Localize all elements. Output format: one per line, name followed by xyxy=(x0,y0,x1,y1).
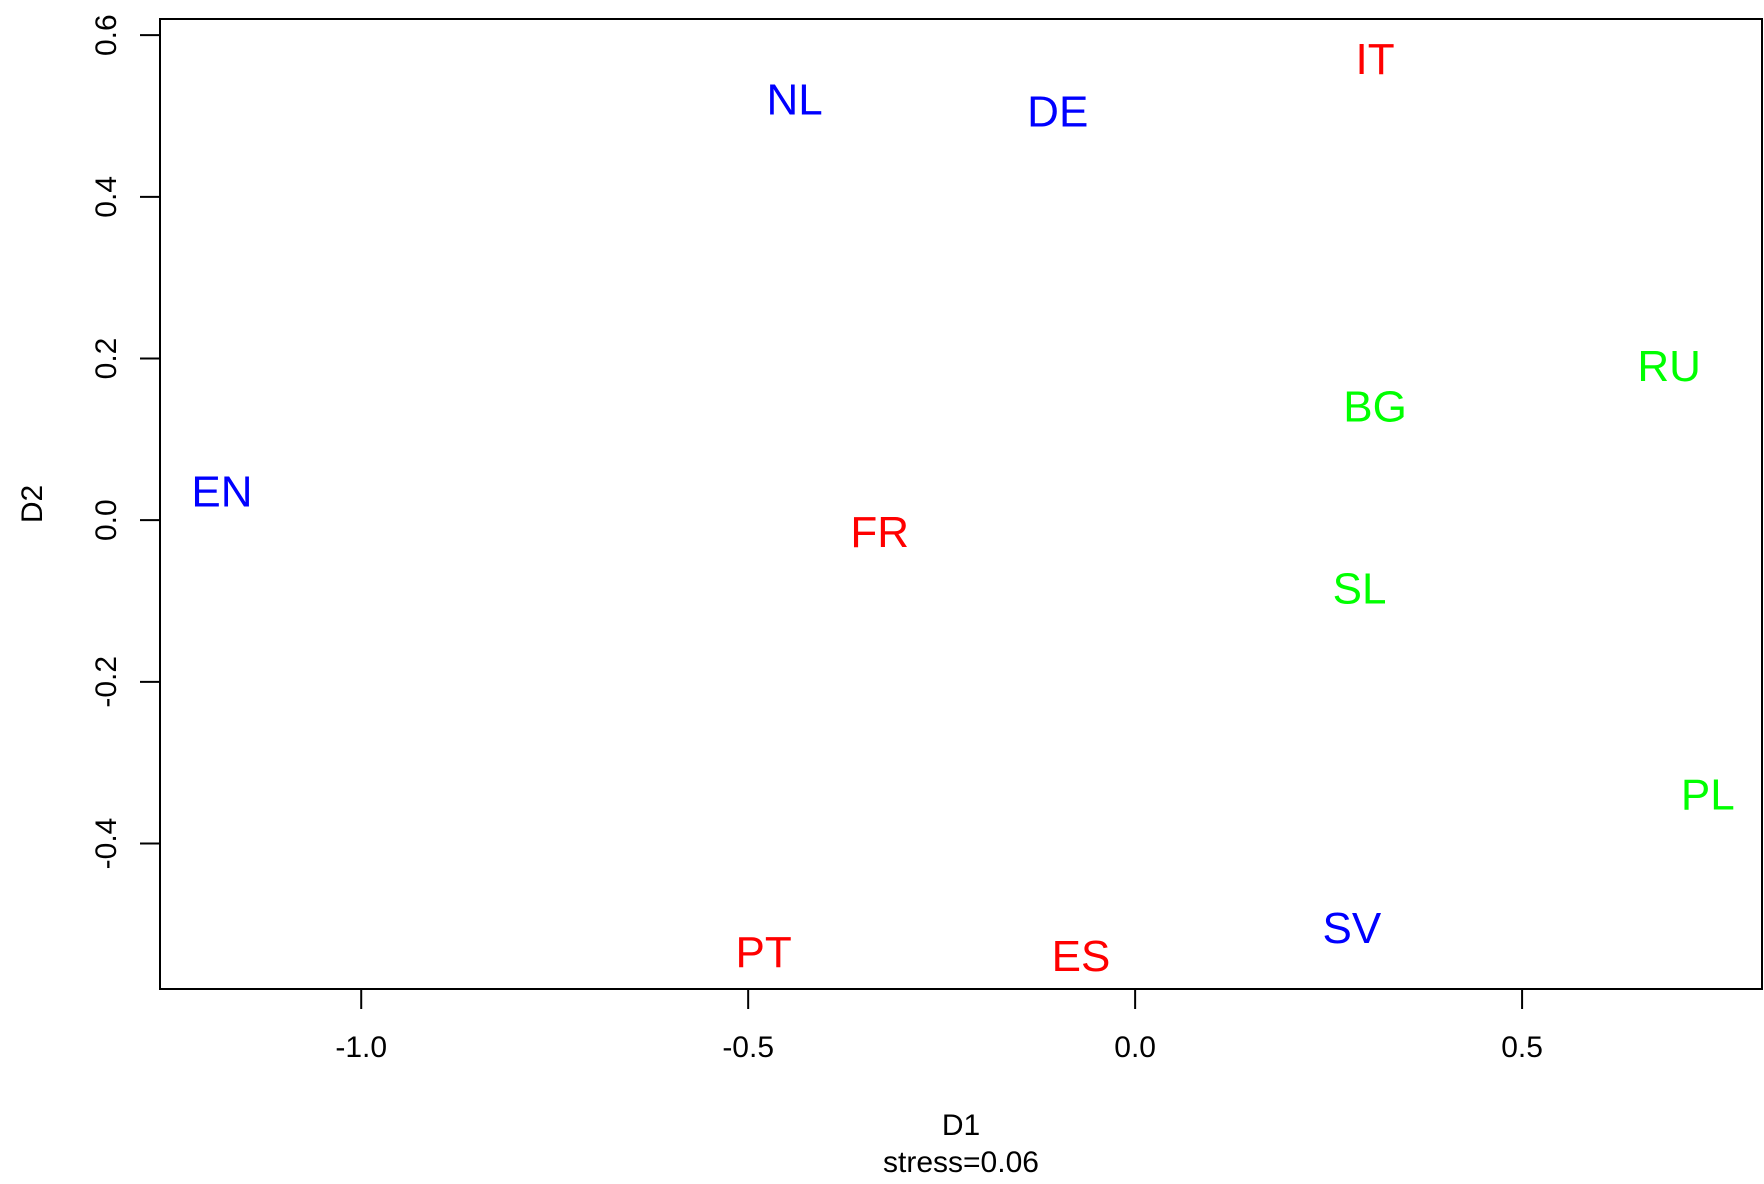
point-label-es: ES xyxy=(1052,932,1111,981)
point-label-sl: SL xyxy=(1333,564,1387,613)
point-label-sv: SV xyxy=(1322,904,1381,953)
plot-frame xyxy=(159,18,1763,990)
chart-subtitle: stress=0.06 xyxy=(883,1146,1039,1179)
x-tick-label: 0.5 xyxy=(1501,1031,1543,1064)
point-label-de: DE xyxy=(1027,87,1088,136)
y-tick-label: 0.0 xyxy=(90,499,123,541)
point-label-ru: RU xyxy=(1637,342,1701,391)
point-label-pt: PT xyxy=(736,928,792,977)
point-label-en: EN xyxy=(191,467,252,516)
point-label-fr: FR xyxy=(850,508,909,557)
point-label-nl: NL xyxy=(766,75,822,124)
y-tick-label: 0.4 xyxy=(90,176,123,218)
y-axis-title: D2 xyxy=(16,485,49,523)
x-tick-label: -1.0 xyxy=(335,1031,387,1064)
x-tick-label: -0.5 xyxy=(722,1031,774,1064)
point-label-pl: PL xyxy=(1681,771,1735,820)
point-label-bg: BG xyxy=(1343,383,1407,432)
x-axis: -1.0 -0.5 0.0 0.5 xyxy=(335,988,1543,1064)
y-axis: -0.4 -0.2 0.0 0.2 0.4 0.6 xyxy=(90,14,161,870)
x-axis-title: D1 xyxy=(942,1109,980,1142)
y-tick-label: -0.4 xyxy=(90,818,123,870)
y-tick-label: 0.2 xyxy=(90,338,123,380)
y-tick-label: -0.2 xyxy=(90,656,123,708)
point-labels: NL DE IT RU BG EN FR SL PL SV PT ES xyxy=(191,35,1734,981)
point-label-it: IT xyxy=(1355,35,1394,84)
y-tick-label: 0.6 xyxy=(90,14,123,56)
x-tick-label: 0.0 xyxy=(1114,1031,1156,1064)
